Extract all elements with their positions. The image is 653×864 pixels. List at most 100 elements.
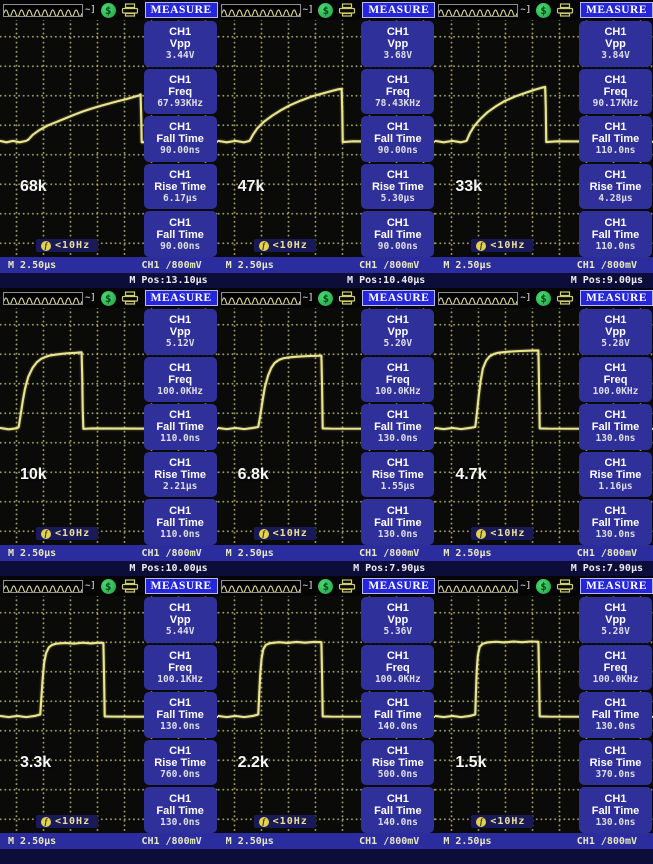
scope-topbar: ~] $ MEASURE: [217, 576, 436, 596]
measurement-box-vpp[interactable]: CH1 Vpp 5.12V: [143, 309, 217, 355]
measurement-channel: CH1: [169, 314, 192, 327]
measurement-value: 5.36V: [383, 626, 413, 638]
measure-menu-title[interactable]: MEASURE: [580, 2, 653, 18]
record-view-strip: [220, 291, 301, 305]
measurement-box-vpp[interactable]: CH1 Vpp 5.28V: [579, 597, 652, 643]
measurement-box-fall-time-2[interactable]: CH1 Fall Time 130.0ns: [361, 499, 435, 545]
measurement-box-vpp[interactable]: CH1 Vpp 3.84V: [579, 21, 652, 67]
measure-menu: CH1 Vpp 5.28V CH1 Freq 100.0KHz CH1 Fall…: [579, 308, 653, 545]
record-view-bracket: ~]: [85, 581, 96, 591]
measurement-box-fall-time-2[interactable]: CH1 Fall Time 90.00ns: [143, 211, 217, 257]
measurement-box-fall-time-2[interactable]: CH1 Fall Time 110.0ns: [143, 499, 217, 545]
measurement-box-rise-time[interactable]: CH1 Rise Time 6.17µs: [143, 163, 217, 210]
measurement-box-fall-time-1[interactable]: CH1 Fall Time 130.0ns: [361, 404, 435, 450]
measure-menu-title[interactable]: MEASURE: [362, 290, 436, 306]
measurement-box-freq[interactable]: CH1 Freq 100.1KHz: [143, 644, 217, 691]
measurement-name: Vpp: [387, 38, 409, 51]
measurement-box-fall-time-1[interactable]: CH1 Fall Time 130.0ns: [143, 692, 217, 738]
measurement-box-rise-time[interactable]: CH1 Rise Time 1.55µs: [361, 451, 435, 498]
measurement-box-freq[interactable]: CH1 Freq 100.0KHz: [361, 356, 435, 403]
measurement-box-fall-time-1[interactable]: CH1 Fall Time 90.00ns: [143, 116, 217, 162]
measurement-box-vpp[interactable]: CH1 Vpp 5.20V: [361, 309, 435, 355]
measure-menu-title[interactable]: MEASURE: [580, 290, 653, 306]
scope-topbar: ~] $ MEASURE: [435, 288, 653, 308]
status-bar: M 2.50µs CH1 /800mV: [0, 257, 218, 273]
mpos-label: M Pos:10.00µs: [129, 563, 208, 574]
measure-menu-title[interactable]: MEASURE: [144, 2, 218, 18]
trigger-frequency-readout: f <10Hz: [253, 239, 316, 252]
measurement-name: Rise Time: [154, 181, 207, 194]
measurement-box-fall-time-1[interactable]: CH1 Fall Time 90.00ns: [361, 116, 435, 162]
measurement-box-fall-time-1[interactable]: CH1 Fall Time 130.0ns: [579, 692, 652, 738]
measurement-box-rise-time[interactable]: CH1 Rise Time 500.0ns: [361, 739, 435, 786]
mpos-label: M Pos:10.40µs: [347, 275, 426, 286]
measurement-box-rise-time[interactable]: CH1 Rise Time 2.21µs: [143, 451, 217, 498]
measurement-box-rise-time[interactable]: CH1 Rise Time 760.0ns: [143, 739, 217, 786]
waveform-trace: [218, 642, 436, 717]
mpos-label: M Pos:13.10µs: [129, 275, 208, 286]
measurement-box-fall-time-2[interactable]: CH1 Fall Time 90.00ns: [361, 211, 435, 257]
measurement-name: Fall Time: [591, 228, 640, 241]
measurement-channel: CH1: [386, 792, 409, 805]
measurement-box-fall-time-2[interactable]: CH1 Fall Time 130.0ns: [579, 787, 652, 833]
measurement-value: 100.1KHz: [157, 673, 204, 685]
measurement-box-vpp[interactable]: CH1 Vpp 5.28V: [579, 309, 652, 355]
trigger-frequency-readout: f <10Hz: [36, 527, 99, 540]
measurement-value: 5.44V: [165, 626, 195, 638]
measurement-box-freq[interactable]: CH1 Freq 100.0KHz: [579, 356, 652, 403]
measurement-box-rise-time[interactable]: CH1 Rise Time 370.0ns: [579, 739, 652, 786]
measurement-channel: CH1: [386, 314, 409, 327]
channel-scale-label: CH1 /800mV: [141, 547, 202, 559]
scope-topbar: ~] $ MEASURE: [0, 576, 218, 596]
measurement-box-fall-time-1[interactable]: CH1 Fall Time 130.0ns: [579, 404, 652, 450]
measurement-box-fall-time-2[interactable]: CH1 Fall Time 140.0ns: [361, 787, 435, 833]
measurement-box-rise-time[interactable]: CH1 Rise Time 4.28µs: [579, 163, 652, 210]
measurement-box-vpp[interactable]: CH1 Vpp 3.44V: [143, 21, 217, 67]
waveform-trace: [0, 94, 218, 142]
scope-panel: ~] $ MEASURE 47k f <10Hz CH1 Vpp: [217, 0, 436, 288]
measurement-box-freq[interactable]: CH1 Freq 100.0KHz: [579, 644, 652, 691]
timebase-label: M 2.50µs: [225, 835, 274, 847]
measure-menu-title[interactable]: MEASURE: [362, 578, 436, 594]
measurement-box-vpp[interactable]: CH1 Vpp 5.36V: [361, 597, 435, 643]
mpos-label: M Pos:9.00µs: [570, 275, 643, 286]
measurement-name: Rise Time: [154, 469, 207, 482]
measurement-box-freq[interactable]: CH1 Freq 100.0KHz: [143, 356, 217, 403]
graticule-screen: 1.5k f <10Hz CH1 Vpp 5.28V CH1 Freq 100.…: [435, 596, 653, 833]
measurement-box-fall-time-1[interactable]: CH1 Fall Time 140.0ns: [361, 692, 435, 738]
measurement-box-vpp[interactable]: CH1 Vpp 3.68V: [361, 21, 435, 67]
scope-panel: ~] $ MEASURE 6.8k f <10Hz CH1 Vpp: [217, 288, 436, 576]
measure-menu-title[interactable]: MEASURE: [144, 578, 218, 594]
measure-menu: CH1 Vpp 5.28V CH1 Freq 100.0KHz CH1 Fall…: [579, 596, 653, 833]
measurement-box-freq[interactable]: CH1 Freq 67.93KHz: [143, 68, 217, 115]
measurement-box-fall-time-1[interactable]: CH1 Fall Time 110.0ns: [579, 116, 652, 162]
measurement-channel: CH1: [386, 649, 409, 662]
measurement-box-freq[interactable]: CH1 Freq 90.17KHz: [579, 68, 652, 115]
measurement-value: 5.20V: [383, 338, 413, 350]
measurement-box-fall-time-1[interactable]: CH1 Fall Time 110.0ns: [143, 404, 217, 450]
measurement-box-freq[interactable]: CH1 Freq 78.43KHz: [361, 68, 435, 115]
measurement-box-rise-time[interactable]: CH1 Rise Time 5.30µs: [361, 163, 435, 210]
measurement-box-fall-time-2[interactable]: CH1 Fall Time 110.0ns: [579, 211, 652, 257]
mpos-bar: [217, 849, 436, 864]
measurement-box-fall-time-2[interactable]: CH1 Fall Time 130.0ns: [143, 787, 217, 833]
measure-menu-title[interactable]: MEASURE: [580, 578, 653, 594]
channel-scale-label: CH1 /800mV: [141, 259, 202, 271]
measure-menu: CH1 Vpp 5.36V CH1 Freq 100.0KHz CH1 Fall…: [361, 596, 435, 833]
measure-menu-title[interactable]: MEASURE: [144, 290, 218, 306]
mpos-bar: M Pos:7.90µs: [435, 561, 653, 576]
waveform: [218, 20, 436, 257]
measurement-value: 3.84V: [601, 50, 630, 62]
mpos-bar: [0, 849, 218, 864]
measurement-box-fall-time-2[interactable]: CH1 Fall Time 130.0ns: [579, 499, 652, 545]
waveform-trace: [218, 356, 436, 429]
measurement-box-rise-time[interactable]: CH1 Rise Time 1.16µs: [579, 451, 652, 498]
trigger-icon: f: [41, 528, 51, 539]
acquire-status-icon: $: [536, 290, 551, 306]
measurement-name: Rise Time: [589, 181, 642, 194]
measurement-box-freq[interactable]: CH1 Freq 100.0KHz: [361, 644, 435, 691]
measure-menu-title[interactable]: MEASURE: [362, 2, 436, 18]
mpos-bar: M Pos:7.90µs: [217, 561, 436, 576]
scope-topbar: ~] $ MEASURE: [435, 576, 653, 596]
measurement-box-vpp[interactable]: CH1 Vpp 5.44V: [143, 597, 217, 643]
